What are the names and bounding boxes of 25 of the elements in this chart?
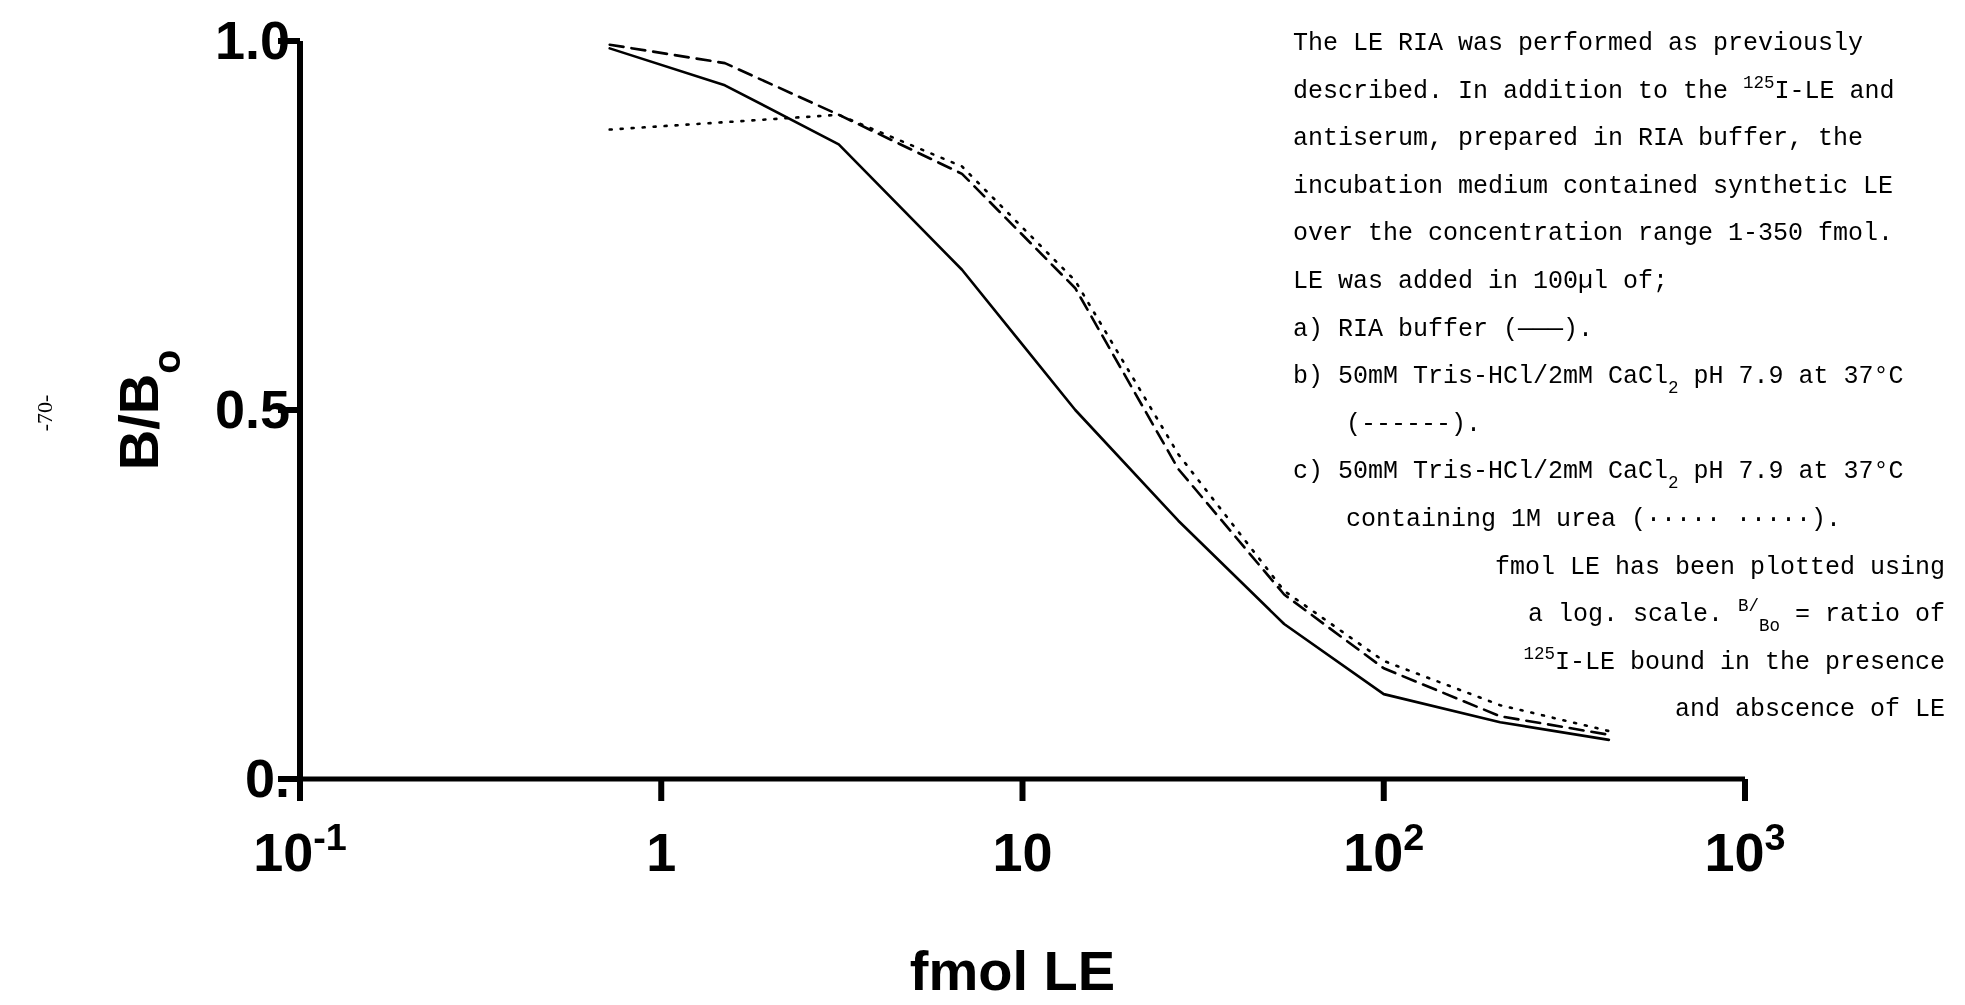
annotation: The LE RIA was performed as previously <box>1293 29 1864 58</box>
x-axis-title: fmol LE <box>909 939 1116 1002</box>
annotation: antiserum, prepared in RIA buffer, the <box>1293 124 1864 154</box>
annotation: a log. scale. $^{B/}$$_{Bo}$ = ratio of <box>1527 596 1945 637</box>
y-tick-label: 1.0 <box>214 10 290 70</box>
annotation: described. In addition to the $^{125}$I-LE and <box>1293 72 1895 106</box>
text: -70- <box>32 394 57 432</box>
annotation: $^{125}$I-LE bound in the presence <box>1523 643 1945 677</box>
annotation: a) RIA buffer (———). <box>1293 314 1594 344</box>
annotation: over the concentration range 1-350 fmol. <box>1293 219 1894 249</box>
annotation: (------). <box>1346 409 1482 439</box>
annotation: incubation medium contained synthetic LE <box>1293 171 1894 201</box>
x-tick-label: 10$^{3}$ <box>1704 816 1786 882</box>
x-tick-label: 10$^{2}$ <box>1343 816 1425 882</box>
annotation: and abscence of LE <box>1674 695 1945 725</box>
annotation: fmol LE has been plotted using <box>1494 552 1945 582</box>
x-tick-label: 10 <box>992 822 1053 882</box>
y-tick-label: 0. <box>244 748 290 808</box>
x-tick-label: 1 <box>646 822 677 882</box>
annotation: b) 50mM Tris-HCl/2mM CaCl$_{2}$ pH 7.9 at 37°C <box>1293 362 1904 399</box>
annotation: LE was added in 100µl of; <box>1293 267 1669 296</box>
y-tick-label: 0.5 <box>214 379 290 439</box>
annotation: c) 50mM Tris-HCl/2mM CaCl$_{2}$ pH 7.9 at 37°C <box>1293 457 1904 494</box>
annotation: containing 1M urea (····· ·····). <box>1346 505 1842 534</box>
x-tick-label: 10$^{-1}$ <box>253 816 347 882</box>
